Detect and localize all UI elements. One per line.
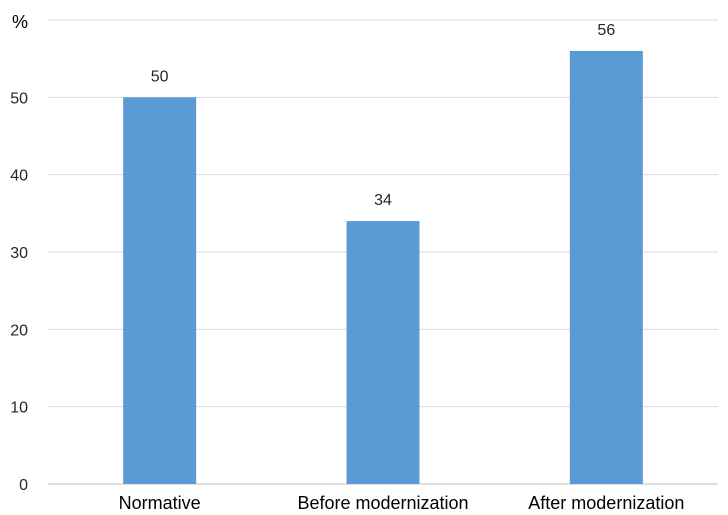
y-tick-label: 10 (10, 400, 28, 417)
data-label: 50 (151, 68, 169, 85)
category-label: After modernization (528, 493, 684, 513)
y-tick-label: 0 (19, 477, 28, 494)
data-label: 56 (597, 22, 615, 39)
category-label: Before modernization (297, 493, 468, 513)
category-labels: Normative Before modernization After moder… (119, 493, 685, 513)
y-axis-unit-label: % (12, 12, 28, 32)
category-label: Normative (119, 493, 201, 513)
y-tick-label: 40 (10, 168, 28, 185)
y-tick-label: 20 (10, 322, 28, 339)
bar (346, 221, 420, 485)
y-tick-label: 50 (10, 90, 28, 107)
bars (123, 50, 643, 485)
data-labels: 50 34 56 (151, 22, 616, 209)
bar (123, 97, 197, 484)
y-axis-ticks: 0 10 20 30 40 50 (10, 90, 28, 494)
bar (569, 50, 643, 484)
y-tick-label: 30 (10, 245, 28, 262)
data-label: 34 (374, 192, 392, 209)
